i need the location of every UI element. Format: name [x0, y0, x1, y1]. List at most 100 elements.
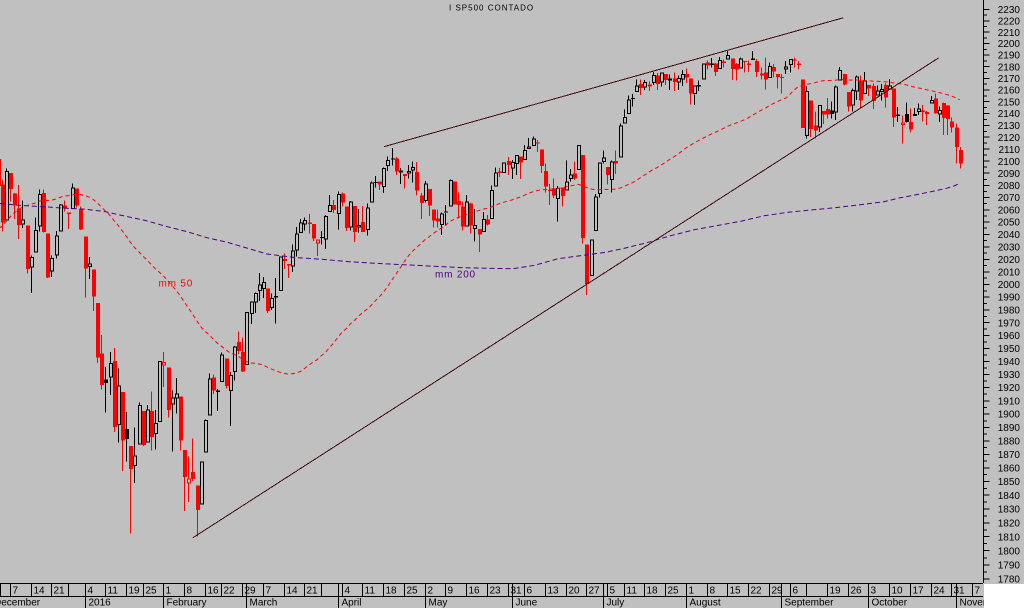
svg-text:21: 21 [54, 586, 66, 597]
svg-text:1900: 1900 [998, 410, 1021, 421]
svg-text:2110: 2110 [998, 145, 1020, 156]
svg-text:2190: 2190 [998, 51, 1021, 62]
svg-text:1: 1 [689, 586, 695, 597]
svg-text:2030: 2030 [998, 243, 1021, 254]
svg-text:September: September [785, 598, 835, 608]
svg-text:15: 15 [730, 586, 742, 597]
svg-text:16: 16 [469, 586, 481, 597]
svg-text:1990: 1990 [998, 293, 1021, 304]
svg-text:10: 10 [892, 586, 904, 597]
svg-text:1890: 1890 [998, 423, 1021, 434]
svg-text:18: 18 [647, 586, 659, 597]
svg-text:1790: 1790 [998, 560, 1021, 571]
svg-text:9: 9 [448, 586, 454, 597]
svg-text:2010: 2010 [998, 268, 1021, 279]
svg-text:4: 4 [88, 586, 94, 597]
svg-text:October: October [872, 598, 908, 608]
svg-text:2020: 2020 [998, 255, 1021, 266]
svg-text:11: 11 [365, 586, 376, 597]
svg-text:2150: 2150 [998, 97, 1021, 108]
svg-text:8: 8 [710, 586, 716, 597]
svg-text:December: December [0, 598, 41, 608]
svg-text:7: 7 [266, 586, 272, 597]
svg-text:mm 200: mm 200 [435, 270, 476, 281]
svg-text:I SP500 CONTADO: I SP500 CONTADO [449, 4, 534, 13]
svg-text:2090: 2090 [998, 169, 1021, 180]
svg-text:22: 22 [751, 586, 763, 597]
svg-text:2016: 2016 [89, 598, 112, 608]
svg-text:7: 7 [13, 586, 19, 597]
svg-text:1800: 1800 [998, 546, 1021, 557]
svg-text:April: April [342, 598, 362, 608]
svg-text:1950: 1950 [998, 344, 1021, 355]
svg-text:2050: 2050 [998, 218, 1021, 229]
svg-text:14: 14 [34, 586, 46, 597]
svg-text:1870: 1870 [998, 450, 1021, 461]
svg-text:2120: 2120 [998, 133, 1021, 144]
svg-text:2000: 2000 [998, 280, 1021, 291]
svg-text:1840: 1840 [998, 491, 1021, 502]
svg-text:2180: 2180 [998, 62, 1021, 73]
svg-text:19: 19 [830, 586, 842, 597]
svg-text:2220: 2220 [998, 16, 1021, 27]
svg-text:6: 6 [527, 586, 533, 597]
svg-text:mm 50: mm 50 [159, 279, 194, 290]
svg-text:2040: 2040 [998, 230, 1021, 241]
svg-text:2230: 2230 [998, 5, 1021, 16]
svg-text:19: 19 [129, 586, 141, 597]
svg-text:February: February [167, 598, 207, 608]
svg-text:5: 5 [610, 586, 616, 597]
svg-text:1810: 1810 [998, 532, 1021, 543]
svg-text:1940: 1940 [998, 357, 1021, 368]
svg-text:13: 13 [548, 586, 560, 597]
svg-text:1880: 1880 [998, 436, 1021, 447]
svg-text:2070: 2070 [998, 193, 1021, 204]
svg-text:29: 29 [245, 586, 257, 597]
svg-text:2160: 2160 [998, 86, 1021, 97]
svg-text:2: 2 [428, 586, 434, 597]
svg-text:1960: 1960 [998, 331, 1021, 342]
svg-text:4: 4 [345, 586, 351, 597]
svg-text:1820: 1820 [998, 518, 1021, 529]
svg-text:2210: 2210 [998, 28, 1021, 39]
svg-text:1780: 1780 [998, 575, 1021, 586]
svg-text:22: 22 [224, 586, 236, 597]
svg-text:29: 29 [772, 586, 784, 597]
svg-text:1910: 1910 [998, 396, 1021, 407]
svg-text:11: 11 [627, 586, 638, 597]
svg-text:2080: 2080 [998, 181, 1021, 192]
svg-text:1970: 1970 [998, 318, 1021, 329]
svg-text:11: 11 [108, 586, 119, 597]
svg-text:May: May [429, 598, 448, 608]
svg-text:1930: 1930 [998, 370, 1021, 381]
svg-text:July: July [607, 598, 625, 608]
svg-text:25: 25 [668, 586, 680, 597]
svg-text:18: 18 [386, 586, 398, 597]
svg-text:1920: 1920 [998, 383, 1021, 394]
svg-text:31: 31 [954, 586, 966, 597]
svg-text:20: 20 [569, 586, 581, 597]
svg-text:16: 16 [208, 586, 220, 597]
svg-text:23: 23 [490, 586, 502, 597]
svg-text:24: 24 [934, 586, 946, 597]
svg-text:2060: 2060 [998, 205, 1021, 216]
svg-text:1860: 1860 [998, 464, 1021, 475]
svg-text:August: August [690, 598, 721, 608]
svg-text:1: 1 [0, 586, 2, 597]
svg-text:7: 7 [975, 586, 981, 597]
svg-text:17: 17 [913, 586, 925, 597]
svg-text:1830: 1830 [998, 505, 1021, 516]
svg-text:25: 25 [146, 586, 158, 597]
svg-text:14: 14 [287, 586, 299, 597]
svg-text:6: 6 [793, 586, 799, 597]
svg-text:31: 31 [511, 586, 523, 597]
svg-text:8: 8 [187, 586, 193, 597]
svg-text:25: 25 [407, 586, 419, 597]
svg-text:March: March [250, 598, 278, 608]
svg-text:2140: 2140 [998, 109, 1021, 120]
svg-text:June: June [516, 598, 538, 608]
svg-text:1: 1 [166, 586, 172, 597]
svg-text:1980: 1980 [998, 306, 1021, 317]
svg-text:2100: 2100 [998, 157, 1021, 168]
svg-text:2170: 2170 [998, 74, 1021, 85]
